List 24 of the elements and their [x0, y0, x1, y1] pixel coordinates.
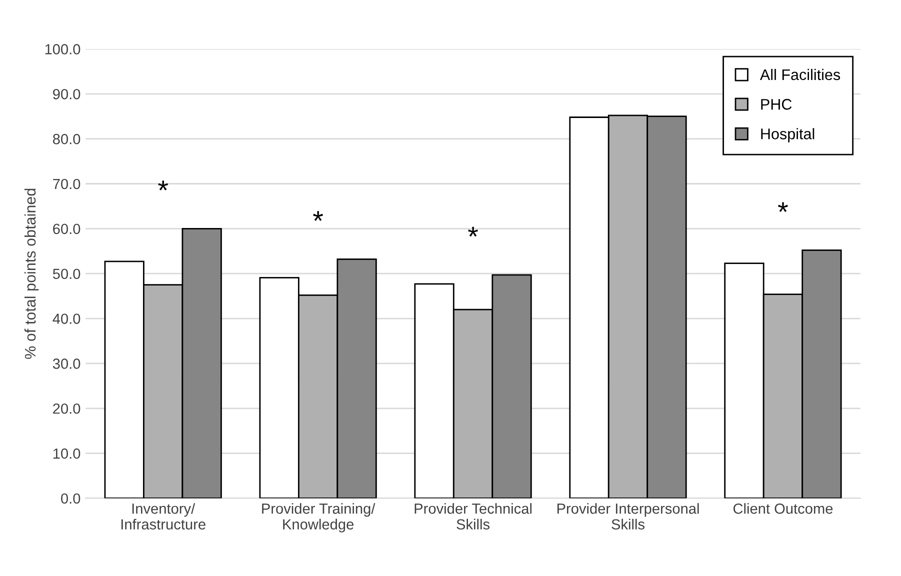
- y-tick-label: 90.0: [53, 88, 80, 100]
- y-tick-label: 30.0: [52, 358, 80, 369]
- legend-label: Hospital: [761, 128, 814, 142]
- y-tick-label: 50.0: [52, 268, 80, 280]
- y-tick-label: 20.0: [53, 403, 80, 414]
- annotation: *: [778, 202, 788, 212]
- y-tick-label: 80.0: [52, 134, 80, 144]
- annotation: *: [158, 180, 168, 190]
- y-axis-title: % of total points obtained: [24, 188, 39, 359]
- y-tick-label: 60.0: [53, 224, 80, 234]
- legend-label: All Facilities: [760, 68, 840, 80]
- x-tick-label: Provider Technical Skills: [414, 503, 532, 530]
- x-tick-label: Provider Interpersonal Skills: [557, 503, 699, 530]
- y-tick-label: 10.0: [53, 448, 80, 459]
- y-tick-label: 70.0: [53, 178, 80, 190]
- annotation: *: [468, 226, 478, 237]
- y-tick-label: 100.0: [45, 44, 80, 54]
- legend-label: PHC: [761, 98, 792, 110]
- x-tick-label: Inventory/ Infrastructure: [121, 503, 206, 530]
- y-tick-label: 0.0: [61, 493, 80, 504]
- x-tick-label: Client Outcome: [733, 503, 833, 514]
- annotation: *: [313, 211, 324, 221]
- x-tick-label: Provider Training/ Knowledge: [262, 503, 376, 532]
- y-tick-label: 40.0: [52, 314, 80, 324]
